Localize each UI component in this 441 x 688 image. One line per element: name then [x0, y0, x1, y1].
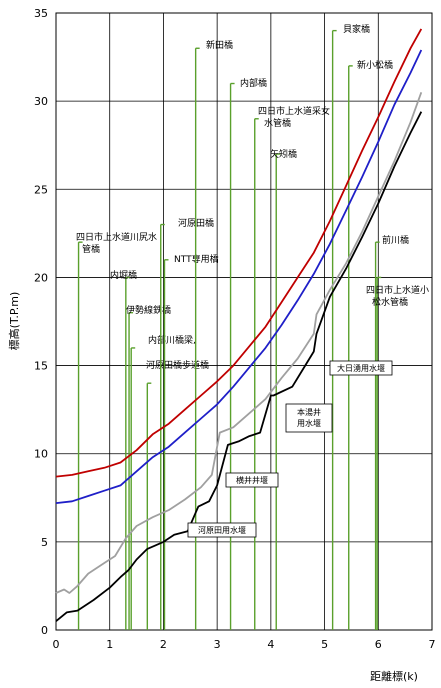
weir-box	[329, 360, 393, 376]
bridge-label: 前川橋	[382, 234, 409, 246]
bridge-label: 矢矧橋	[270, 148, 297, 160]
bridge-label: 内部橋	[240, 77, 267, 89]
plot-frame	[55, 12, 433, 631]
x-tick-label: 2	[160, 638, 167, 651]
profile-lines	[55, 28, 423, 622]
y-tick-label: 5	[41, 536, 48, 549]
x-axis-label: 距離標(k)	[370, 669, 418, 683]
y-tick-label: 15	[34, 360, 48, 373]
black-profile-line	[55, 111, 423, 622]
bridge-label: 河原田橋歩道橋	[146, 359, 209, 371]
tick-labels: 0 5 10 15 20 25 30 35 0 1 2 3 4 5 6 7	[34, 7, 436, 651]
weir-label: 横井井堰	[236, 475, 268, 485]
x-tick-label: 3	[214, 638, 221, 651]
y-tick-label: 25	[34, 183, 48, 196]
weir-box	[187, 522, 257, 538]
bridge-label: 新田橋	[206, 39, 233, 51]
x-tick-label: 6	[375, 638, 382, 651]
blue-profile-line	[55, 49, 423, 504]
x-tick-label: 5	[321, 638, 328, 651]
bridge-markers: 四日市上水道川尻水管橋内堀橋伊勢線鉄橋内部川橋梁,河原田橋歩道橋河原田橋NTT専…	[76, 23, 429, 630]
x-tick-label: 0	[53, 638, 60, 651]
weir-label: 河原田用水堰	[198, 525, 246, 535]
bridge-label: 四日市上水道小松水管橋	[366, 284, 429, 308]
gray-profile-line	[55, 91, 423, 594]
bridge-label: 新小松橋	[357, 59, 393, 71]
y-tick-label: 0	[41, 624, 48, 637]
y-tick-label: 20	[34, 271, 48, 284]
bridge-label: 伊勢線鉄橋	[126, 304, 171, 316]
red-profile-line	[55, 28, 423, 478]
y-tick-label: 30	[34, 95, 48, 108]
weir-box	[285, 403, 333, 433]
x-tick-label: 4	[267, 638, 274, 651]
weir-box	[225, 472, 279, 488]
weir-label: 本湯井用水堰	[297, 407, 321, 428]
weir-label: 大日湧用水堰	[337, 363, 385, 373]
bridge-label: 四日市上水道采女水管橋	[258, 105, 330, 129]
bridge-label: 内堀橋	[110, 269, 137, 281]
bridge-label: 内部川橋梁,	[148, 334, 196, 346]
y-tick-label: 35	[34, 7, 48, 20]
y-axis-label: 標高(T.P.m)	[7, 292, 21, 351]
bridge-label: 四日市上水道川尻水管橋	[76, 231, 157, 255]
bridge-label: 貝家橋	[343, 23, 370, 35]
grid	[55, 12, 433, 631]
y-tick-label: 10	[34, 448, 48, 461]
x-tick-label: 7	[429, 638, 436, 651]
x-tick-label: 1	[106, 638, 113, 651]
